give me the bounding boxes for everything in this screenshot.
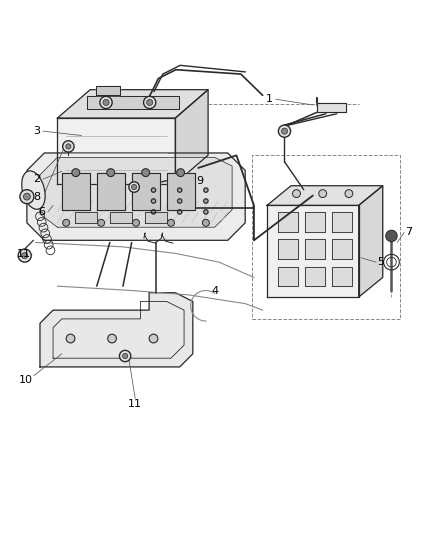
Circle shape <box>21 253 28 259</box>
Circle shape <box>177 210 182 214</box>
Circle shape <box>204 188 208 192</box>
Circle shape <box>108 334 117 343</box>
Circle shape <box>204 199 208 203</box>
Circle shape <box>167 220 174 227</box>
Polygon shape <box>305 266 325 286</box>
Polygon shape <box>57 118 175 183</box>
Polygon shape <box>75 212 97 223</box>
Circle shape <box>345 190 353 198</box>
Text: 6: 6 <box>39 207 46 217</box>
Text: 4: 4 <box>211 286 218 295</box>
Text: 1: 1 <box>266 94 273 104</box>
Circle shape <box>279 125 290 138</box>
Polygon shape <box>132 173 160 210</box>
Polygon shape <box>305 212 325 232</box>
Text: 8: 8 <box>33 192 40 201</box>
Circle shape <box>177 169 184 176</box>
Polygon shape <box>166 173 195 210</box>
Circle shape <box>144 96 156 109</box>
Text: 2: 2 <box>33 174 40 184</box>
Polygon shape <box>40 157 232 227</box>
Text: 11: 11 <box>128 399 142 409</box>
Circle shape <box>129 182 139 192</box>
Circle shape <box>123 353 128 359</box>
Circle shape <box>149 334 158 343</box>
Polygon shape <box>267 185 383 205</box>
Polygon shape <box>267 205 359 297</box>
Circle shape <box>18 249 31 262</box>
Circle shape <box>107 169 115 176</box>
Circle shape <box>142 169 150 176</box>
Polygon shape <box>145 212 166 223</box>
Polygon shape <box>359 185 383 297</box>
Polygon shape <box>332 212 352 232</box>
Polygon shape <box>332 266 352 286</box>
Polygon shape <box>97 173 125 210</box>
Circle shape <box>147 99 153 106</box>
Circle shape <box>66 334 75 343</box>
Circle shape <box>120 350 131 362</box>
Circle shape <box>100 96 112 109</box>
Polygon shape <box>96 86 120 95</box>
Polygon shape <box>278 212 297 232</box>
Polygon shape <box>317 103 346 111</box>
Circle shape <box>151 188 155 192</box>
Text: 11: 11 <box>17 249 31 259</box>
Circle shape <box>177 188 182 192</box>
Text: 10: 10 <box>19 375 33 385</box>
Polygon shape <box>57 90 208 118</box>
Circle shape <box>131 184 137 190</box>
Text: 7: 7 <box>405 228 413 237</box>
Text: 5: 5 <box>377 257 384 267</box>
Text: 9: 9 <box>196 176 203 187</box>
Polygon shape <box>27 153 245 240</box>
Polygon shape <box>278 239 297 259</box>
Circle shape <box>20 190 34 204</box>
Circle shape <box>293 190 300 198</box>
Ellipse shape <box>22 171 45 209</box>
Circle shape <box>151 199 155 203</box>
Circle shape <box>386 230 397 241</box>
Polygon shape <box>62 173 90 210</box>
Polygon shape <box>87 96 179 109</box>
Circle shape <box>66 144 71 149</box>
Circle shape <box>103 99 109 106</box>
Polygon shape <box>110 212 132 223</box>
Circle shape <box>98 220 105 227</box>
Circle shape <box>282 128 288 134</box>
Polygon shape <box>278 266 297 286</box>
Circle shape <box>319 190 327 198</box>
Polygon shape <box>40 293 193 367</box>
Text: 3: 3 <box>33 126 40 136</box>
Circle shape <box>72 169 80 176</box>
Circle shape <box>63 141 74 152</box>
Circle shape <box>177 199 182 203</box>
Polygon shape <box>175 90 208 183</box>
Circle shape <box>133 220 140 227</box>
Polygon shape <box>305 239 325 259</box>
Circle shape <box>151 210 155 214</box>
Circle shape <box>63 220 70 227</box>
Circle shape <box>23 193 30 200</box>
Circle shape <box>204 210 208 214</box>
Circle shape <box>202 220 209 227</box>
Polygon shape <box>332 239 352 259</box>
